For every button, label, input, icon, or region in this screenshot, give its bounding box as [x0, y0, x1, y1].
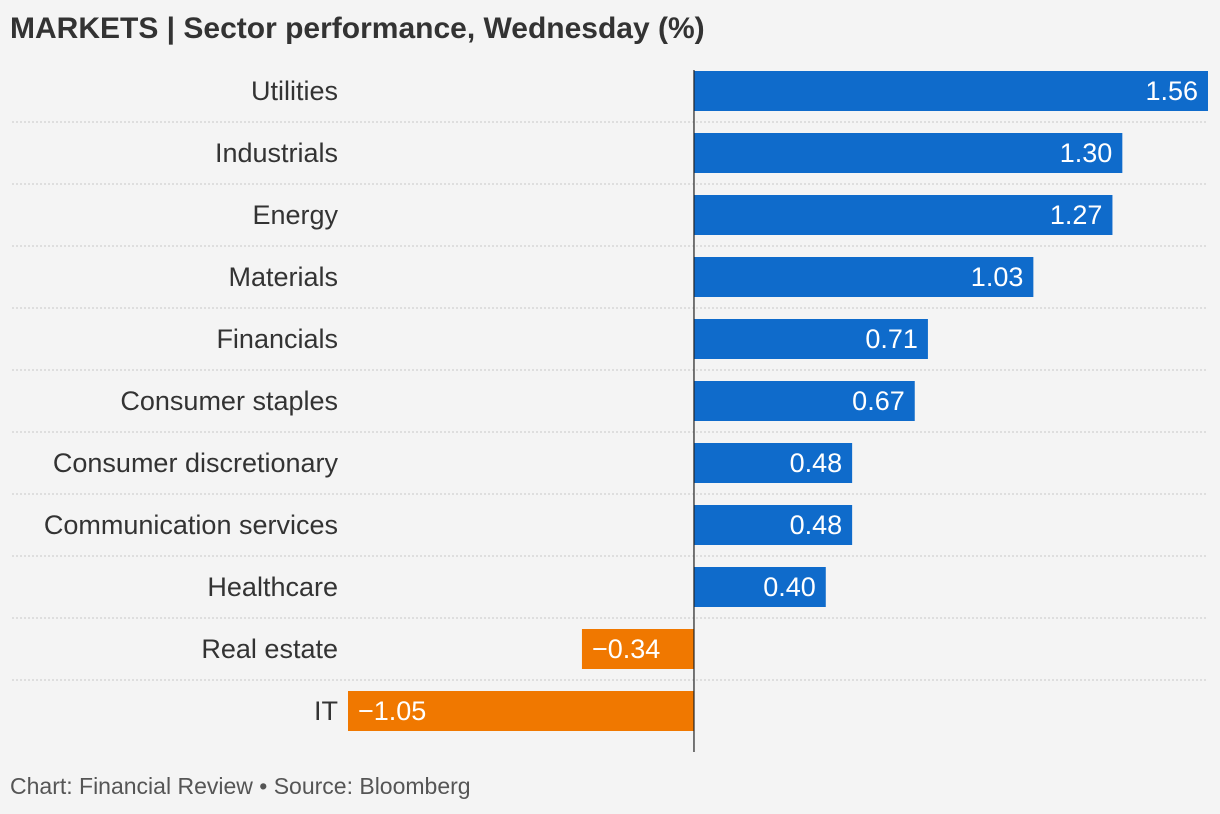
value-label: −0.34	[592, 634, 660, 664]
category-label: Energy	[252, 200, 338, 230]
bar-industrials	[693, 133, 1123, 173]
category-label: Industrials	[215, 138, 338, 168]
value-label: 0.48	[790, 448, 843, 478]
value-label: 1.03	[971, 262, 1024, 292]
value-label: 0.48	[790, 510, 843, 540]
bar-utilities	[693, 71, 1208, 111]
category-labels: Utilities Industrials Energy Materials Finan…	[44, 76, 339, 726]
value-label: 1.56	[1145, 76, 1198, 106]
bar-chart: Utilities Industrials Energy Materials Finan…	[12, 70, 1208, 752]
bar-healthcare	[693, 567, 826, 607]
bar-consumer-staples	[693, 381, 915, 421]
bar-consumer-discretionary	[693, 443, 853, 483]
category-label: Communication services	[44, 510, 338, 540]
category-label: Healthcare	[207, 572, 338, 602]
category-label: Utilities	[251, 76, 338, 106]
bar-financials	[693, 319, 928, 359]
bar-materials	[693, 257, 1034, 297]
source-credit: Chart: Financial Review • Source: Bloomb…	[10, 773, 471, 799]
category-label: Real estate	[201, 634, 338, 664]
bar-energy	[693, 195, 1113, 235]
value-label: 0.40	[763, 572, 816, 602]
category-label: IT	[314, 696, 338, 726]
value-label: 0.71	[865, 324, 918, 354]
value-label: −1.05	[358, 696, 426, 726]
row-separators	[12, 121, 1208, 681]
category-label: Financials	[216, 324, 338, 354]
value-label: 1.27	[1050, 200, 1103, 230]
category-label: Consumer staples	[120, 386, 338, 416]
category-label: Consumer discretionary	[53, 448, 339, 478]
value-labels: 1.56 1.30 1.27 1.03 0.71 0.67 0.48 0.48 0.40 −0.3…	[358, 76, 1198, 726]
value-label: 1.30	[1060, 138, 1113, 168]
category-label: Materials	[228, 262, 338, 292]
bar-communication-services	[693, 505, 853, 545]
value-label: 0.67	[852, 386, 905, 416]
chart-title: MARKETS | Sector performance, Wednesday …	[10, 12, 705, 45]
bar-it	[348, 691, 694, 731]
bar-real-estate	[581, 629, 694, 669]
bars	[348, 71, 1208, 731]
